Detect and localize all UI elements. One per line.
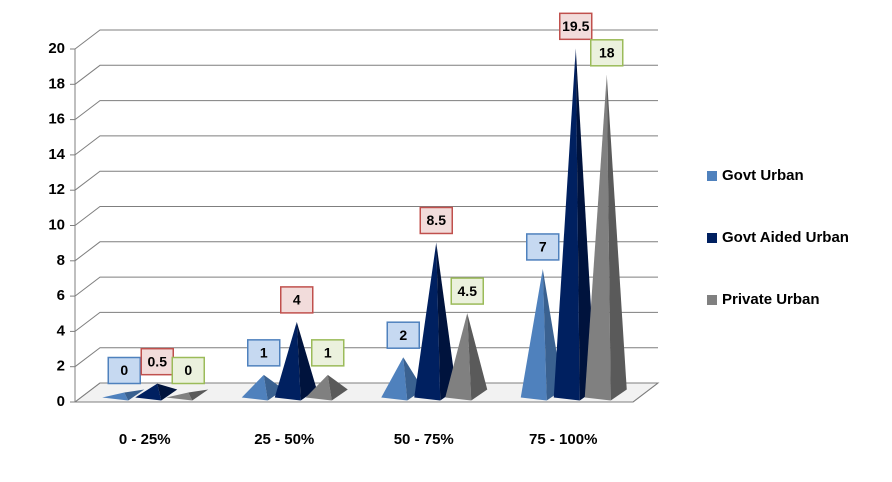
x-tick-label: 0 - 25% bbox=[119, 431, 171, 448]
grid-line bbox=[74, 64, 658, 85]
grid-line bbox=[74, 135, 658, 156]
data-label-box bbox=[311, 339, 345, 367]
legend-label: Govt Aided Urban bbox=[722, 229, 849, 246]
data-label: 0 bbox=[120, 362, 128, 378]
pyramid-face bbox=[606, 74, 627, 401]
y-tick-label: 18 bbox=[48, 75, 65, 92]
pyramid-face bbox=[445, 313, 472, 401]
data-label: 1 bbox=[260, 345, 268, 361]
data-label-box bbox=[171, 356, 205, 385]
data-label: 18 bbox=[599, 45, 615, 61]
data-label: 1 bbox=[324, 345, 332, 361]
data-label-box bbox=[107, 356, 141, 385]
data-label: 0.5 bbox=[148, 353, 168, 369]
pyramid bbox=[445, 313, 488, 401]
data-label: 8.5 bbox=[427, 212, 447, 228]
data-label-box bbox=[386, 321, 420, 349]
pyramid-face bbox=[102, 392, 129, 401]
pyramid-face bbox=[135, 383, 162, 401]
data-label: 0 bbox=[184, 362, 192, 378]
y-tick-label: 0 bbox=[57, 393, 65, 410]
data-label-box bbox=[140, 347, 174, 376]
grid-line bbox=[74, 241, 658, 262]
pyramid-face bbox=[553, 48, 580, 401]
pyramid-face bbox=[381, 357, 408, 401]
pyramid bbox=[584, 74, 627, 401]
data-label: 19.5 bbox=[562, 18, 589, 34]
pyramid-face bbox=[124, 389, 145, 401]
legend-swatch bbox=[707, 233, 717, 243]
pyramid-face bbox=[263, 374, 284, 401]
pyramid-face bbox=[166, 392, 193, 401]
y-tick-label: 20 bbox=[48, 40, 65, 57]
y-tick-label: 10 bbox=[48, 216, 65, 233]
data-label-box bbox=[450, 277, 484, 305]
pyramid bbox=[414, 242, 457, 401]
data-label: 4 bbox=[293, 292, 301, 308]
pyramid-face bbox=[414, 242, 441, 401]
pyramid-face bbox=[241, 374, 268, 401]
pyramid-face bbox=[327, 374, 348, 401]
pyramid-face bbox=[520, 268, 547, 401]
grid-line bbox=[74, 100, 658, 120]
data-label-box bbox=[280, 286, 314, 314]
y-tick-label: 2 bbox=[57, 358, 65, 375]
y-tick-label: 6 bbox=[57, 287, 65, 304]
y-tick-label: 4 bbox=[57, 322, 66, 339]
data-label-box bbox=[590, 39, 624, 67]
data-label-box bbox=[247, 339, 281, 367]
legend-swatch bbox=[707, 295, 717, 305]
pyramid-face bbox=[305, 374, 332, 401]
pyramid bbox=[305, 374, 348, 401]
data-label-box bbox=[419, 206, 453, 235]
data-label: 7 bbox=[539, 239, 547, 255]
pyramid bbox=[135, 383, 178, 401]
pyramid bbox=[166, 389, 209, 401]
legend-label: Private Urban bbox=[722, 291, 820, 308]
x-tick-label: 25 - 50% bbox=[254, 431, 314, 448]
data-label: 2 bbox=[399, 327, 407, 343]
x-tick-label: 50 - 75% bbox=[394, 431, 454, 448]
pyramid bbox=[102, 389, 145, 401]
data-label-box bbox=[526, 233, 560, 261]
grid-line bbox=[74, 206, 658, 226]
grid-line bbox=[74, 170, 658, 191]
data-label: 4.5 bbox=[458, 283, 478, 299]
x-tick-label: 75 - 100% bbox=[529, 431, 597, 448]
y-tick-label: 12 bbox=[48, 181, 65, 198]
pyramid-face bbox=[296, 321, 317, 401]
grid-line bbox=[74, 29, 658, 50]
y-tick-label: 8 bbox=[57, 252, 65, 269]
grid-line bbox=[74, 311, 658, 332]
pyramid bbox=[241, 374, 284, 401]
pyramid-face bbox=[157, 383, 178, 401]
y-tick-label: 14 bbox=[48, 146, 65, 163]
grid-line bbox=[74, 276, 658, 297]
pyramid bbox=[274, 321, 317, 401]
pyramid-face bbox=[274, 321, 301, 401]
legend-swatch bbox=[707, 171, 717, 181]
pyramid-face bbox=[188, 389, 209, 401]
legend-label: Govt Urban bbox=[722, 167, 804, 184]
pyramid-face bbox=[436, 242, 457, 401]
pyramid-face bbox=[584, 74, 611, 401]
y-tick-label: 16 bbox=[48, 111, 65, 128]
floor-edge bbox=[632, 382, 659, 403]
pyramid-face bbox=[467, 313, 488, 401]
data-label-box bbox=[559, 12, 593, 41]
